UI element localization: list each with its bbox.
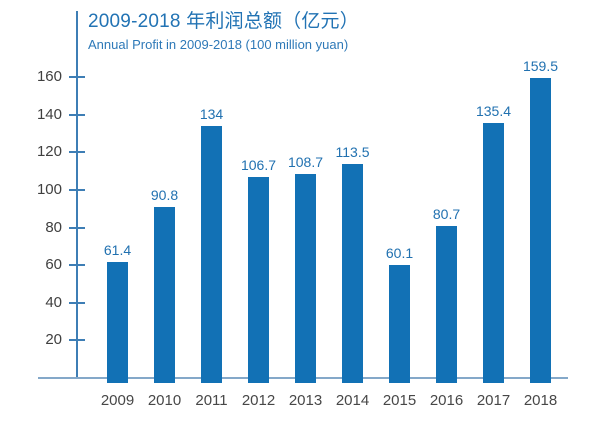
bar-2018	[530, 77, 551, 383]
y-tick-mark	[69, 151, 85, 154]
bar-value-label: 90.8	[150, 187, 179, 204]
x-axis-label-2010: 2010	[147, 392, 182, 409]
chart-title: 2009-2018 年利润总额（亿元）	[88, 11, 359, 32]
y-tick-mark	[69, 188, 85, 191]
y-tick-label: 120	[36, 143, 62, 161]
x-axis-label-2016: 2016	[429, 392, 464, 409]
bar-2016	[436, 226, 457, 383]
y-tick-mark	[69, 226, 85, 229]
bar-2009	[107, 262, 128, 383]
y-axis-line	[76, 11, 78, 378]
x-axis-label-2014: 2014	[335, 392, 370, 409]
bar-value-label: 108.7	[287, 153, 324, 170]
y-tick-label: 40	[45, 293, 62, 311]
bar-2010	[154, 207, 175, 383]
bar-value-label: 80.7	[432, 206, 461, 223]
y-tick-label: 160	[36, 68, 62, 85]
bar-value-label: 159.5	[522, 57, 559, 74]
x-axis-label-2013: 2013	[288, 392, 323, 409]
bar-2014	[342, 164, 363, 383]
bar-value-label: 113.5	[335, 144, 370, 161]
bar-2011	[201, 125, 222, 383]
x-axis-label-2011: 2011	[195, 392, 228, 409]
y-tick-label: 20	[45, 331, 62, 349]
y-tick-label: 80	[45, 218, 62, 236]
y-tick-label: 100	[36, 180, 62, 198]
bar-2015	[389, 264, 410, 383]
bar-value-label: 61.4	[103, 242, 132, 259]
x-axis-label-2018: 2018	[523, 392, 558, 409]
bar-value-label: 60.1	[385, 244, 414, 261]
y-tick-label: 60	[45, 256, 62, 274]
x-axis-label-2017: 2017	[476, 392, 511, 409]
y-tick-mark	[69, 301, 85, 304]
chart-title-block: 2009-2018 年利润总额（亿元） Annual Profit in 200…	[88, 10, 359, 54]
x-axis-label-2012: 2012	[241, 392, 276, 409]
y-tick-label: 140	[36, 105, 62, 123]
y-tick-mark	[69, 339, 85, 342]
y-tick-mark	[69, 264, 85, 267]
y-tick-mark	[69, 113, 85, 116]
bar-2012	[248, 177, 269, 383]
y-tick-mark	[69, 76, 85, 78]
bar-2013	[295, 173, 316, 383]
bar-value-label: 135.4	[475, 103, 512, 120]
bar-value-label: 106.7	[240, 157, 277, 174]
bar-2017	[483, 123, 504, 383]
chart-subtitle: Annual Profit in 2009-2018 (100 million …	[88, 37, 349, 52]
x-axis-label-2015: 2015	[382, 392, 417, 409]
bar-value-label: 134	[199, 105, 224, 122]
x-axis-label-2009: 2009	[100, 392, 135, 409]
